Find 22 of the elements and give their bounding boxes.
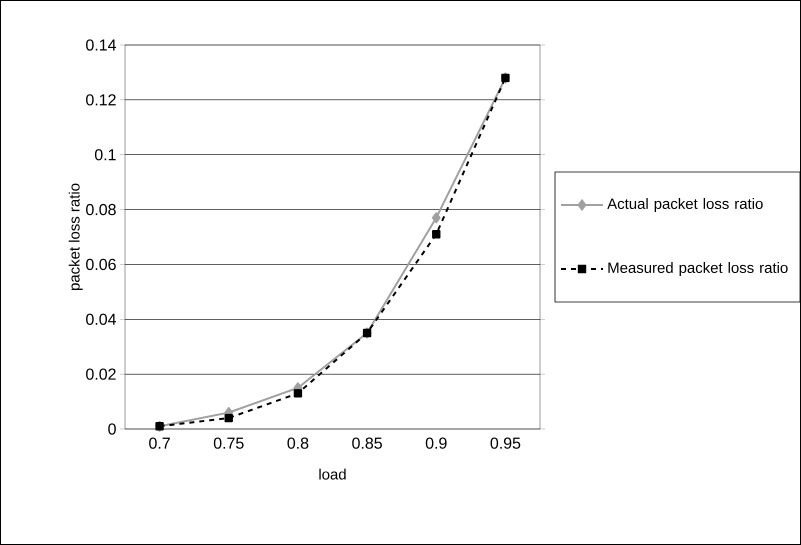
x-tick-label: 0.7 <box>149 438 170 449</box>
y-tick-label: 0.06 <box>86 258 116 270</box>
y-tick-label: 0 <box>108 423 116 435</box>
y-tick-label: 0.1 <box>94 149 116 160</box>
point <box>224 414 233 422</box>
y-tick-label: 0.12 <box>86 94 116 106</box>
y-tick-label: 0.08 <box>86 204 116 216</box>
x-tick-label: 0.85 <box>352 438 382 449</box>
point <box>432 230 440 238</box>
x-tick-label: 0.75 <box>214 438 244 449</box>
point <box>432 212 441 224</box>
y-axis-title: packet loss ratio <box>68 184 83 290</box>
y-tick-label: 0.04 <box>86 314 116 325</box>
point <box>294 389 302 398</box>
y-tick-label: 0.14 <box>86 39 116 51</box>
legend-label: Measured packet loss ratio <box>608 262 788 276</box>
x-tick-label: 0.95 <box>490 438 520 449</box>
x-tick-label: 0.9 <box>426 438 447 449</box>
x-tick-label: 0.8 <box>287 438 308 449</box>
y-tick-label: 0.02 <box>86 368 116 380</box>
x-axis-title: load <box>319 468 346 480</box>
legend-label: Actual packet loss ratio <box>607 198 763 212</box>
